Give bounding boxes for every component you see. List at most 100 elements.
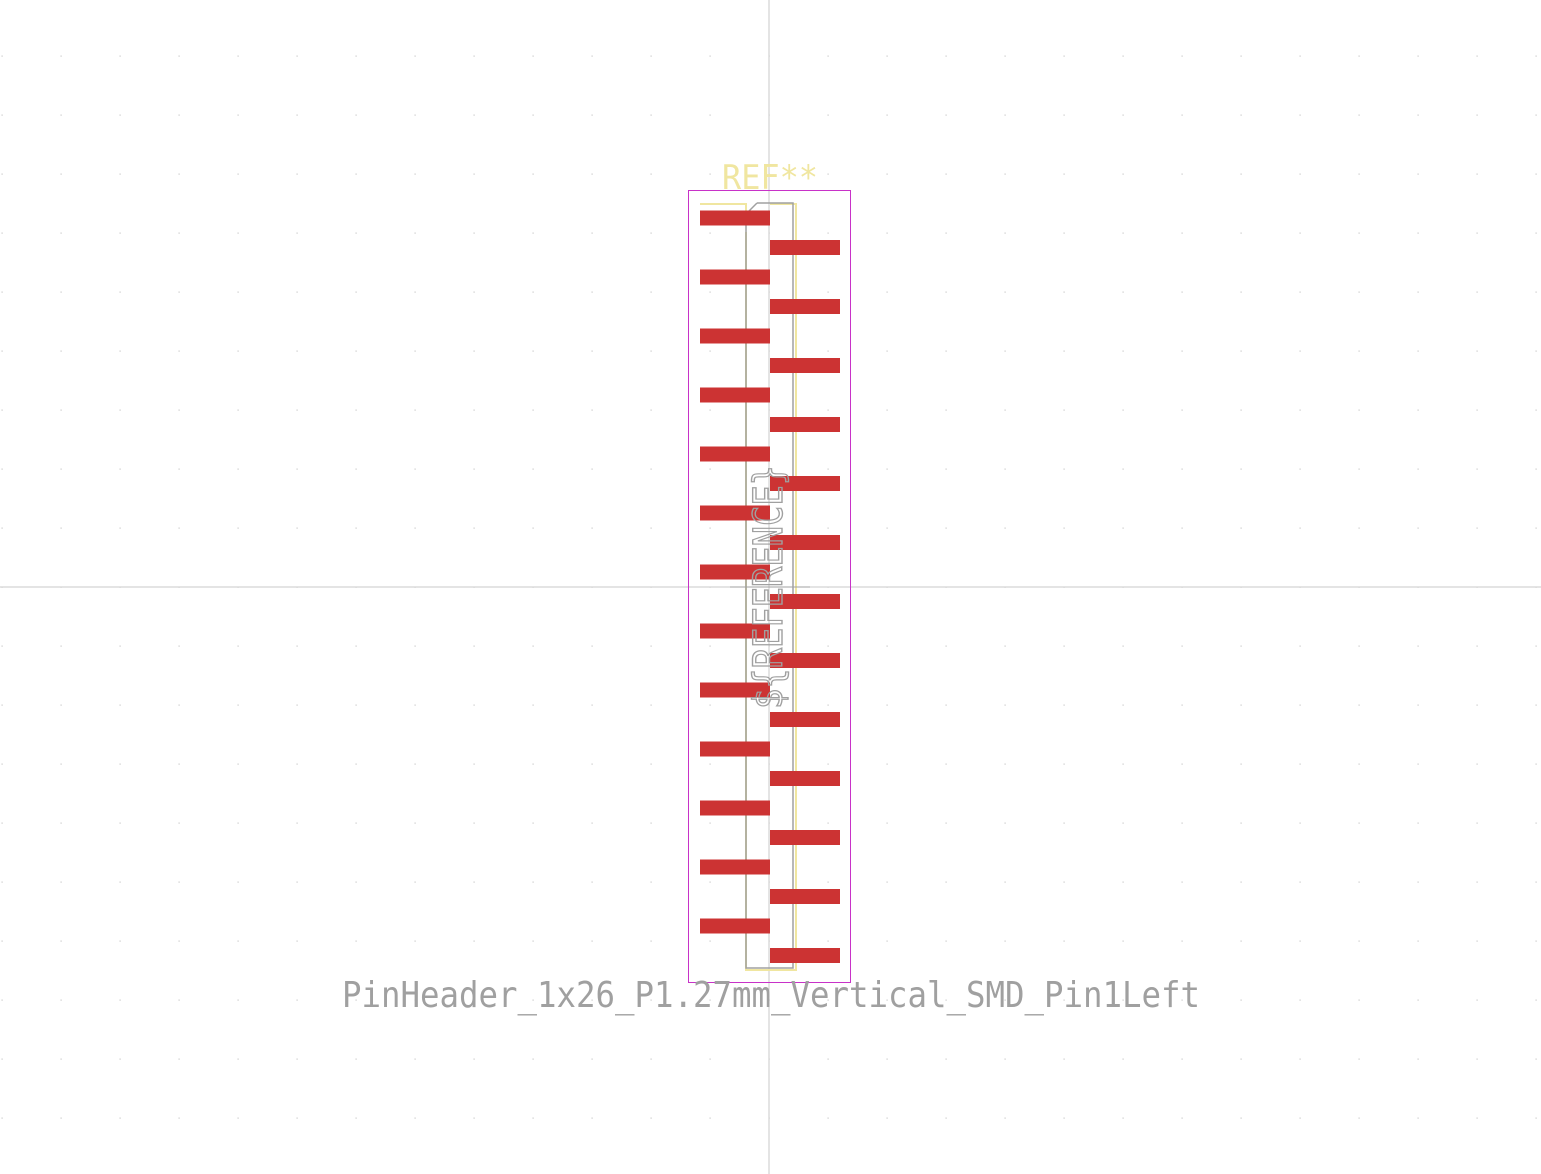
pad-17[interactable]: [700, 682, 770, 698]
grid-dot: [178, 704, 180, 706]
pad-1[interactable]: [700, 210, 770, 226]
grid-dot: [1, 468, 3, 470]
grid-dot: [709, 232, 711, 234]
pad-6[interactable]: [770, 358, 840, 373]
grid-dot: [945, 940, 947, 942]
grid-dot: [1240, 822, 1242, 824]
grid-dot: [1063, 350, 1065, 352]
pad-3[interactable]: [700, 269, 770, 285]
grid-dot: [1299, 114, 1301, 116]
grid-dot: [650, 468, 652, 470]
grid-dot: [827, 1058, 829, 1060]
grid-dot: [1004, 409, 1006, 411]
grid-dot: [119, 173, 121, 175]
grid-dot: [827, 232, 829, 234]
grid-dot: [827, 822, 829, 824]
pad-2[interactable]: [770, 240, 840, 255]
grid-dot: [1417, 55, 1419, 57]
grid-dot: [1004, 232, 1006, 234]
grid-dot: [178, 1058, 180, 1060]
grid-dot: [1240, 881, 1242, 883]
pad-20[interactable]: [770, 771, 840, 786]
grid-dot: [591, 1117, 593, 1119]
grid-dot: [237, 291, 239, 293]
grid-dot: [1417, 527, 1419, 529]
grid-dot: [119, 232, 121, 234]
grid-dot: [650, 114, 652, 116]
pad-5[interactable]: [700, 328, 770, 344]
grid-dot: [1240, 232, 1242, 234]
grid-dot: [1181, 940, 1183, 942]
pads: [700, 210, 840, 963]
grid-dot: [1004, 763, 1006, 765]
grid-dot: [1299, 645, 1301, 647]
grid-dot: [827, 763, 829, 765]
pad-18[interactable]: [770, 712, 840, 727]
grid-dot: [1476, 940, 1478, 942]
grid-dot: [650, 763, 652, 765]
pad-25[interactable]: [700, 918, 770, 934]
pad-19[interactable]: [700, 741, 770, 757]
grid-dot: [1122, 822, 1124, 824]
grid-dot: [827, 645, 829, 647]
grid-dot: [591, 940, 593, 942]
grid-dot: [237, 763, 239, 765]
grid-dot: [119, 350, 121, 352]
grid-dot: [1004, 114, 1006, 116]
grid-dot: [886, 173, 888, 175]
pad-12[interactable]: [770, 535, 840, 550]
grid-dot: [1299, 999, 1301, 1001]
grid-dot: [709, 350, 711, 352]
grid-dot: [886, 822, 888, 824]
pad-14[interactable]: [770, 594, 840, 609]
grid-dot: [1122, 232, 1124, 234]
grid-dot: [1476, 1058, 1478, 1060]
pad-24[interactable]: [770, 889, 840, 904]
grid-dot: [178, 291, 180, 293]
grid-dot: [532, 55, 534, 57]
grid-dot: [237, 822, 239, 824]
grid-dot: [414, 409, 416, 411]
pad-9[interactable]: [700, 446, 770, 462]
pad-21[interactable]: [700, 800, 770, 816]
grid-dot: [237, 645, 239, 647]
grid-dot: [591, 1058, 593, 1060]
grid-dot: [473, 999, 475, 1001]
grid-dot: [355, 173, 357, 175]
pad-11[interactable]: [700, 505, 770, 521]
pad-15[interactable]: [700, 623, 770, 639]
grid-dot: [1417, 232, 1419, 234]
grid-dot: [709, 114, 711, 116]
grid-dot: [1122, 1058, 1124, 1060]
pad-7[interactable]: [700, 387, 770, 403]
grid-dot: [1, 881, 3, 883]
pad-4[interactable]: [770, 299, 840, 314]
grid-dot: [1535, 468, 1537, 470]
pad-13[interactable]: [700, 564, 770, 580]
courtyard-outline: [688, 190, 851, 983]
pad-26[interactable]: [770, 948, 840, 963]
grid-dot: [886, 881, 888, 883]
grid-dot: [591, 645, 593, 647]
pad-22[interactable]: [770, 830, 840, 845]
pad-8[interactable]: [770, 417, 840, 432]
grid-dot: [296, 409, 298, 411]
pad-23[interactable]: [700, 859, 770, 875]
grid-dot: [827, 1117, 829, 1119]
grid-dot: [237, 527, 239, 529]
grid-dot: [1, 173, 3, 175]
grid-dot: [355, 1058, 357, 1060]
grid-dot: [1063, 881, 1065, 883]
pad-16[interactable]: [770, 653, 840, 668]
grid-dot: [650, 173, 652, 175]
pad-10[interactable]: [770, 476, 840, 491]
grid-dot: [591, 468, 593, 470]
grid-dot: [1181, 527, 1183, 529]
reference-placeholder-text: ${REFERENCE}: [746, 465, 792, 709]
grid-dot: [1122, 527, 1124, 529]
grid-dot: [355, 350, 357, 352]
grid-dot: [1122, 645, 1124, 647]
grid-dot: [355, 114, 357, 116]
grid-dot: [60, 55, 62, 57]
